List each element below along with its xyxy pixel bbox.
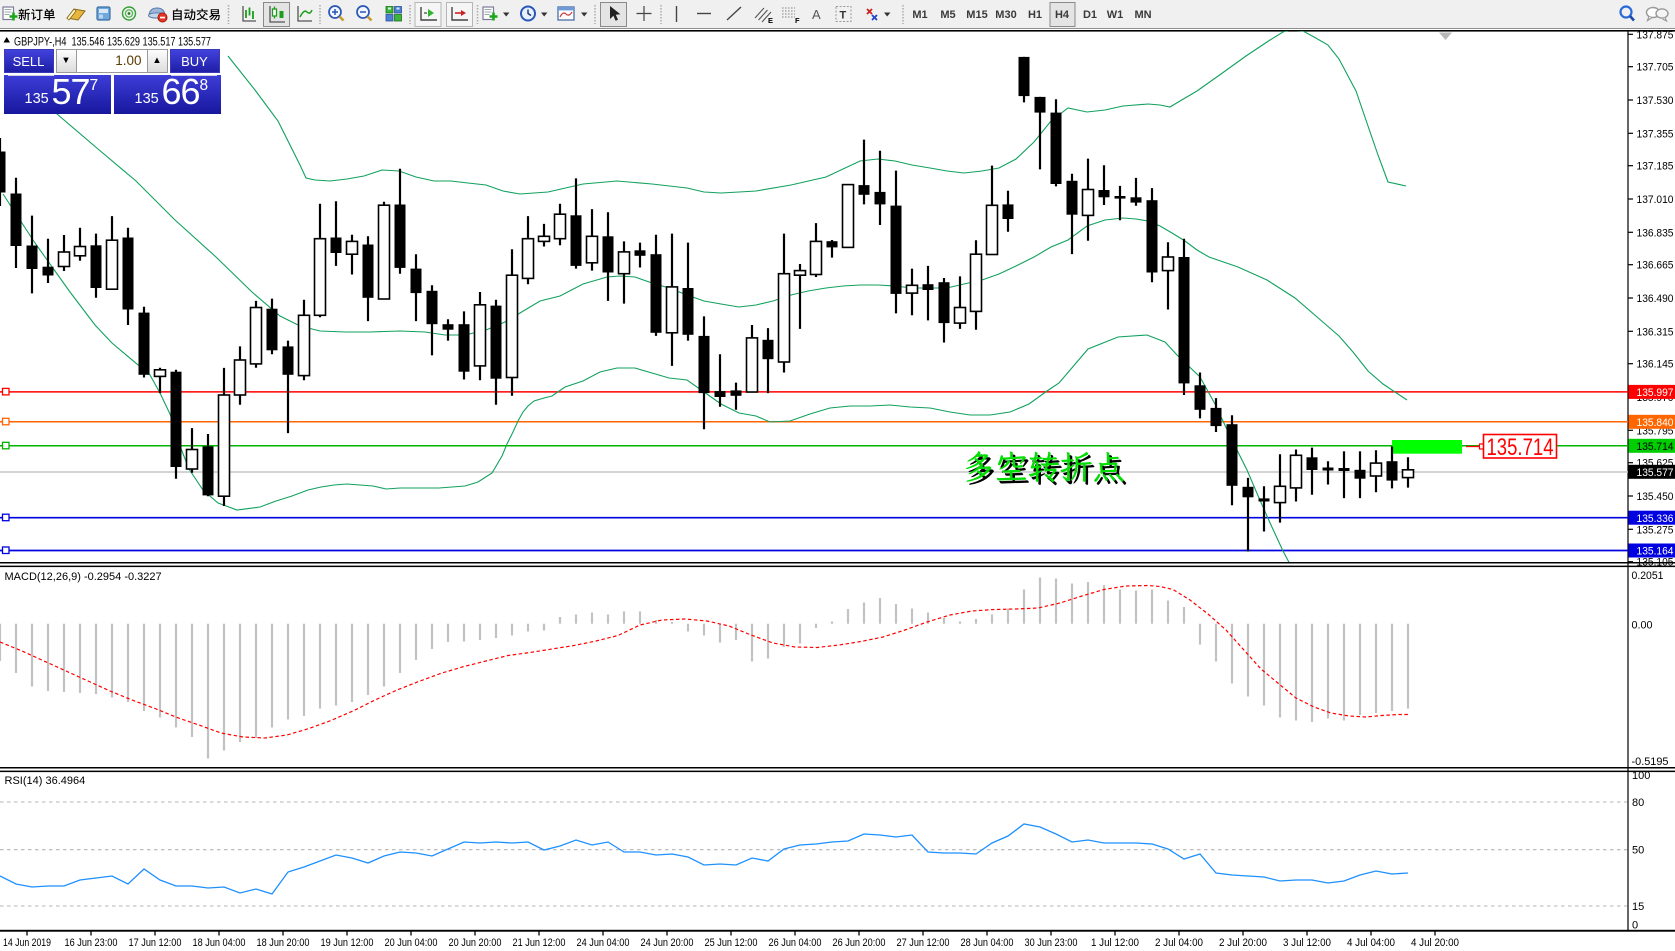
svg-text:H1: H1 — [1028, 9, 1042, 21]
svg-text:30 Jun 23:00: 30 Jun 23:00 — [1025, 937, 1078, 949]
svg-text:2 Jul 20:00: 2 Jul 20:00 — [1219, 937, 1267, 949]
svg-text:50: 50 — [1632, 845, 1644, 857]
svg-text:135.336: 135.336 — [1637, 513, 1674, 525]
svg-text:135.275: 135.275 — [1637, 524, 1674, 536]
svg-text:15: 15 — [1632, 901, 1644, 913]
svg-text:135.997: 135.997 — [1637, 387, 1674, 399]
svg-text:0.2051: 0.2051 — [1632, 570, 1664, 582]
svg-text:135.450: 135.450 — [1637, 491, 1674, 503]
svg-text:19 Jun 12:00: 19 Jun 12:00 — [321, 937, 374, 949]
svg-text:24 Jun 20:00: 24 Jun 20:00 — [641, 937, 694, 949]
svg-text:F: F — [795, 16, 800, 25]
svg-text:21 Jun 12:00: 21 Jun 12:00 — [513, 937, 566, 949]
svg-text:24 Jun 04:00: 24 Jun 04:00 — [577, 937, 630, 949]
svg-text:20 Jun 20:00: 20 Jun 20:00 — [449, 937, 502, 949]
svg-text:135.105: 135.105 — [1637, 557, 1674, 569]
svg-text:28 Jun 04:00: 28 Jun 04:00 — [961, 937, 1014, 949]
svg-text:136.315: 136.315 — [1637, 326, 1674, 338]
svg-text:14 Jun 2019: 14 Jun 2019 — [3, 937, 51, 949]
svg-text:137.530: 137.530 — [1637, 95, 1674, 107]
svg-text:-0.5195: -0.5195 — [1632, 756, 1669, 768]
svg-text:136.835: 136.835 — [1637, 227, 1674, 239]
svg-text:20 Jun 04:00: 20 Jun 04:00 — [385, 937, 438, 949]
svg-text:H4: H4 — [1055, 9, 1070, 21]
svg-text:137.185: 137.185 — [1637, 161, 1674, 173]
svg-text:137.355: 137.355 — [1637, 128, 1674, 140]
svg-text:18 Jun 20:00: 18 Jun 20:00 — [257, 937, 310, 949]
svg-text:17 Jun 12:00: 17 Jun 12:00 — [129, 937, 182, 949]
svg-text:MN: MN — [1134, 9, 1151, 21]
svg-text:M30: M30 — [995, 9, 1016, 21]
svg-text:2 Jul 04:00: 2 Jul 04:00 — [1155, 937, 1203, 949]
svg-text:136.145: 136.145 — [1637, 359, 1674, 371]
svg-text:4 Jul 04:00: 4 Jul 04:00 — [1347, 937, 1395, 949]
svg-text:135.164: 135.164 — [1637, 546, 1674, 558]
svg-text:GBPJPY-,H4 135.546 135.629 13: GBPJPY-,H4 135.546 135.629 135.517 135.5… — [14, 37, 211, 49]
svg-text:E: E — [768, 16, 773, 25]
svg-text:26 Jun 20:00: 26 Jun 20:00 — [833, 937, 886, 949]
svg-text:4 Jul 20:00: 4 Jul 20:00 — [1411, 937, 1459, 949]
svg-text:100: 100 — [1632, 770, 1650, 782]
svg-text:16 Jun 23:00: 16 Jun 23:00 — [65, 937, 118, 949]
svg-text:27 Jun 12:00: 27 Jun 12:00 — [897, 937, 950, 949]
svg-text:137.705: 137.705 — [1637, 62, 1674, 74]
svg-text:136.665: 136.665 — [1637, 260, 1674, 272]
svg-text:135.577: 135.577 — [1637, 467, 1674, 479]
svg-text:25 Jun 12:00: 25 Jun 12:00 — [705, 937, 758, 949]
svg-text:0.00: 0.00 — [1632, 620, 1653, 632]
svg-text:M15: M15 — [966, 9, 987, 21]
svg-text:1 Jul 12:00: 1 Jul 12:00 — [1091, 937, 1139, 949]
svg-text:135.840: 135.840 — [1637, 417, 1674, 429]
svg-text:18 Jun 04:00: 18 Jun 04:00 — [193, 937, 246, 949]
svg-text:MACD(12,26,9) -0.2954 -0.3227: MACD(12,26,9) -0.2954 -0.3227 — [5, 571, 162, 583]
svg-text:26 Jun 04:00: 26 Jun 04:00 — [769, 937, 822, 949]
svg-text:RSI(14) 36.4964: RSI(14) 36.4964 — [5, 775, 86, 787]
svg-text:A: A — [812, 7, 821, 22]
svg-text:T: T — [840, 10, 847, 22]
svg-text:137.010: 137.010 — [1637, 194, 1674, 206]
svg-text:M5: M5 — [940, 9, 955, 21]
svg-text:135.714: 135.714 — [1637, 441, 1674, 453]
svg-text:3 Jul 12:00: 3 Jul 12:00 — [1283, 937, 1331, 949]
svg-text:0: 0 — [1632, 920, 1638, 932]
svg-text:D1: D1 — [1083, 9, 1097, 21]
svg-text:136.490: 136.490 — [1637, 293, 1674, 305]
svg-text:M1: M1 — [912, 9, 927, 21]
svg-text:137.875: 137.875 — [1637, 29, 1674, 41]
svg-text:135.714: 135.714 — [1487, 434, 1554, 461]
svg-text:W1: W1 — [1107, 9, 1124, 21]
svg-text:80: 80 — [1632, 797, 1644, 809]
